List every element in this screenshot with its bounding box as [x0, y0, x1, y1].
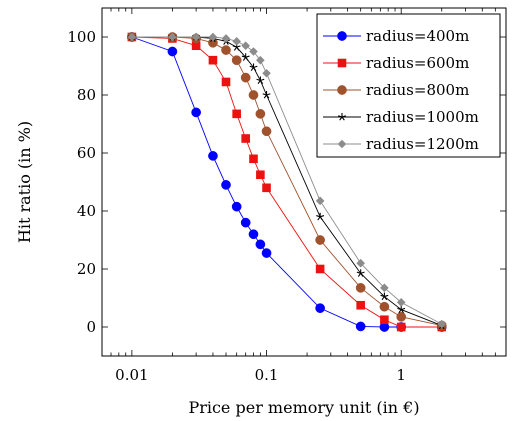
data-point: [221, 180, 231, 190]
legend-marker: [337, 85, 347, 95]
x-axis-label: Price per memory unit (in €): [188, 398, 419, 417]
data-point: [262, 91, 271, 99]
data-point: [249, 154, 258, 164]
data-point: [167, 46, 178, 57]
data-point: [437, 319, 447, 329]
data-point: [208, 32, 218, 42]
data-point: [221, 34, 231, 43]
y-axis-label: Hit ratio (in %): [15, 121, 34, 243]
legend-label: radius=600m: [366, 54, 469, 72]
data-point: [191, 32, 201, 42]
x-tick-label: 1: [396, 366, 406, 384]
data-point: [355, 321, 366, 332]
data-point: [316, 212, 325, 221]
data-point: [315, 264, 325, 274]
data-point: [240, 72, 251, 83]
data-point: [249, 47, 258, 56]
data-point: [231, 55, 242, 66]
data-point: [261, 248, 272, 258]
data-point: [262, 183, 271, 193]
legend-marker: [337, 139, 347, 149]
data-point: [248, 90, 259, 100]
data-point: [356, 258, 365, 268]
data-point: [168, 32, 177, 42]
data-point: [256, 170, 265, 180]
data-point: [315, 303, 325, 313]
legend-marker: [337, 31, 347, 41]
data-point: [315, 235, 325, 245]
data-point: [380, 315, 389, 325]
y-tick-label: 80: [77, 86, 96, 104]
legend-marker: [338, 113, 346, 121]
data-point: [396, 298, 406, 307]
data-point: [355, 283, 366, 293]
data-point: [315, 196, 325, 206]
data-point: [256, 76, 265, 85]
legend-marker: [337, 58, 347, 68]
data-point: [248, 229, 259, 240]
legend-label: radius=1200m: [366, 135, 479, 153]
data-point: [232, 109, 241, 119]
legend: radius=400m radius=600m radius=800m radius=…: [316, 13, 501, 158]
data-point: [191, 41, 201, 50]
legend-label: radius=1000m: [366, 108, 479, 126]
data-point: [127, 32, 137, 42]
legend-label: radius=800m: [366, 81, 469, 99]
y-tick-label: 100: [67, 28, 96, 46]
data-point: [255, 239, 266, 250]
data-point: [221, 45, 231, 55]
y-tick-label: 60: [77, 144, 96, 162]
y-tick-label: 20: [77, 260, 96, 278]
data-point: [241, 41, 250, 50]
y-tick-label: 0: [86, 318, 96, 336]
data-point: [221, 77, 231, 87]
data-point: [256, 55, 265, 65]
data-point: [397, 305, 406, 314]
data-point: [191, 107, 201, 118]
data-point: [396, 312, 407, 322]
data-point: [261, 126, 272, 137]
series-5: [127, 32, 447, 329]
data-point: [232, 37, 241, 46]
legend-label: radius=400m: [366, 27, 469, 45]
data-point: [356, 300, 365, 310]
data-point: [356, 269, 365, 277]
data-point: [240, 217, 251, 228]
data-point: [231, 201, 242, 212]
data-point: [380, 292, 389, 301]
legend-box: [316, 13, 501, 158]
data-point: [208, 55, 218, 65]
y-axis-ticks: 0 20 40 60 80 100: [67, 28, 506, 336]
series-layer: [127, 32, 447, 332]
plot-frame: [101, 7, 507, 357]
x-axis-ticks: 0.01 0.1 1: [101, 8, 507, 384]
x-tick-label: 0.01: [115, 366, 148, 384]
y-tick-label: 40: [77, 202, 96, 220]
data-point: [255, 109, 266, 119]
data-point: [396, 322, 406, 332]
data-point: [241, 53, 250, 61]
data-point: [380, 283, 389, 293]
data-point: [208, 151, 218, 161]
data-point: [379, 301, 390, 312]
data-point: [241, 134, 250, 143]
data-point: [249, 63, 258, 72]
x-tick-label: 0.1: [255, 366, 279, 384]
data-point: [262, 68, 271, 78]
